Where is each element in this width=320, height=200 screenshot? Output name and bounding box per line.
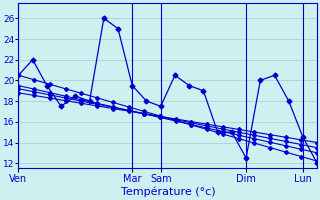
X-axis label: Température (°c): Température (°c) <box>121 187 215 197</box>
